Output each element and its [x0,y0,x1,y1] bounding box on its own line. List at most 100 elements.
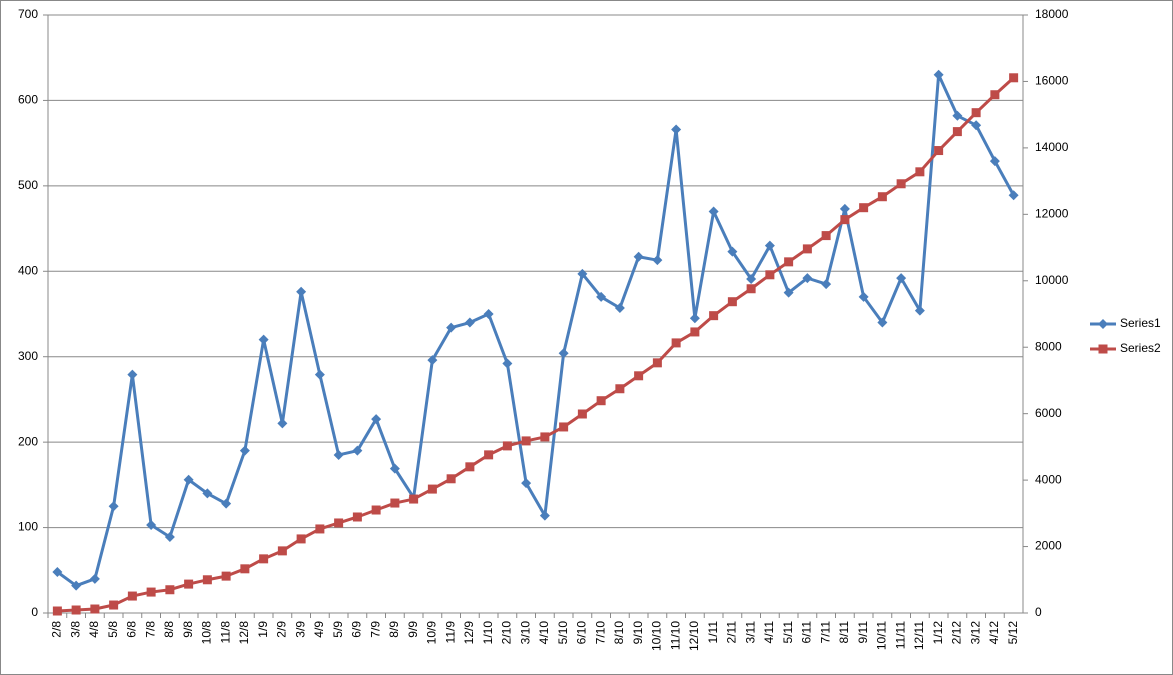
point [540,432,550,442]
point [952,127,962,137]
x-tick-label: 12/8 [237,621,251,645]
point [427,484,437,494]
point [764,240,775,251]
point [783,287,794,298]
y-tick-label: 200 [18,434,38,448]
point [914,305,925,316]
x-tick-label: 5/9 [331,621,345,638]
legend-marker [1098,344,1108,354]
point [90,604,100,614]
point [671,124,682,135]
point [821,279,832,290]
point [859,203,869,213]
point [746,284,756,294]
x-tick-label: 3/9 [293,621,307,638]
point [277,418,288,429]
x-tick-label: 7/8 [143,621,157,638]
point [839,203,850,214]
x-tick-label: 10/10 [650,621,664,651]
point [896,273,907,284]
point [202,575,212,585]
y-tick-label: 300 [18,349,38,363]
x-tick-label: 2/9 [275,621,289,638]
point [989,156,1000,167]
point [577,268,588,279]
point [952,110,963,121]
point [333,449,344,460]
x-tick-label: 10/8 [200,621,214,645]
point [596,291,607,302]
x-tick-label: 2/8 [50,621,64,638]
point [296,286,307,297]
point [802,273,813,284]
y-tick-label: 600 [18,93,38,107]
point [539,510,550,521]
x-tick-label: 12/9 [462,621,476,645]
point [521,436,531,446]
point [840,215,850,225]
point [71,605,81,615]
y2-tick-label: 12000 [1035,207,1069,221]
x-tick-label: 1/12 [931,621,945,645]
x-tick-label: 7/11 [818,621,832,644]
point [933,69,944,80]
x-tick-label: 1/9 [256,621,270,638]
x-tick-label: 9/10 [631,621,645,645]
y2-tick-label: 16000 [1035,74,1069,88]
point [709,311,719,321]
x-tick-label: 2/10 [500,621,514,645]
point [259,554,269,564]
x-tick-label: 9/8 [181,621,195,638]
point [671,338,681,348]
point [971,108,981,118]
x-tick-label: 9/9 [406,621,420,638]
point [389,463,400,474]
x-tick-label: 11/10 [668,621,682,650]
point [52,606,62,616]
x-tick-label: 9/11 [856,621,870,644]
point [108,501,119,512]
x-tick-label: 12/11 [912,621,926,650]
x-tick-label: 1/11 [706,621,720,644]
x-tick-label: 12/10 [687,621,701,651]
point [258,334,269,345]
x-tick-label: 4/10 [537,621,551,645]
point [558,348,569,359]
x-tick-label: 6/10 [575,621,589,645]
point [1008,190,1019,201]
y2-tick-label: 10000 [1035,273,1069,287]
point [690,327,700,337]
point [802,244,812,254]
point [877,317,888,328]
y-tick-label: 100 [18,520,38,534]
y2-tick-label: 14000 [1035,140,1069,154]
point [971,120,982,131]
x-tick-label: 3/12 [968,621,982,645]
point [52,566,63,577]
point [633,251,644,262]
point [765,270,775,280]
y2-tick-label: 18000 [1035,7,1069,21]
point [127,591,137,601]
point [1009,73,1019,83]
point [559,422,569,432]
x-tick-label: 7/9 [368,621,382,638]
point [334,518,344,528]
x-tick-label: 2/12 [950,621,964,645]
x-tick-label: 3/8 [68,621,82,638]
y2-tick-label: 0 [1035,605,1042,619]
point [502,358,513,369]
point [352,512,362,522]
x-tick-label: 8/8 [162,621,176,638]
x-tick-label: 11/8 [218,621,232,644]
point [409,494,419,504]
point [934,146,944,156]
y-tick-label: 700 [18,7,38,21]
point [521,478,532,489]
x-tick-label: 3/10 [518,621,532,645]
point [240,564,250,574]
point [990,90,1000,100]
x-tick-label: 6/9 [350,621,364,638]
point [689,313,700,324]
